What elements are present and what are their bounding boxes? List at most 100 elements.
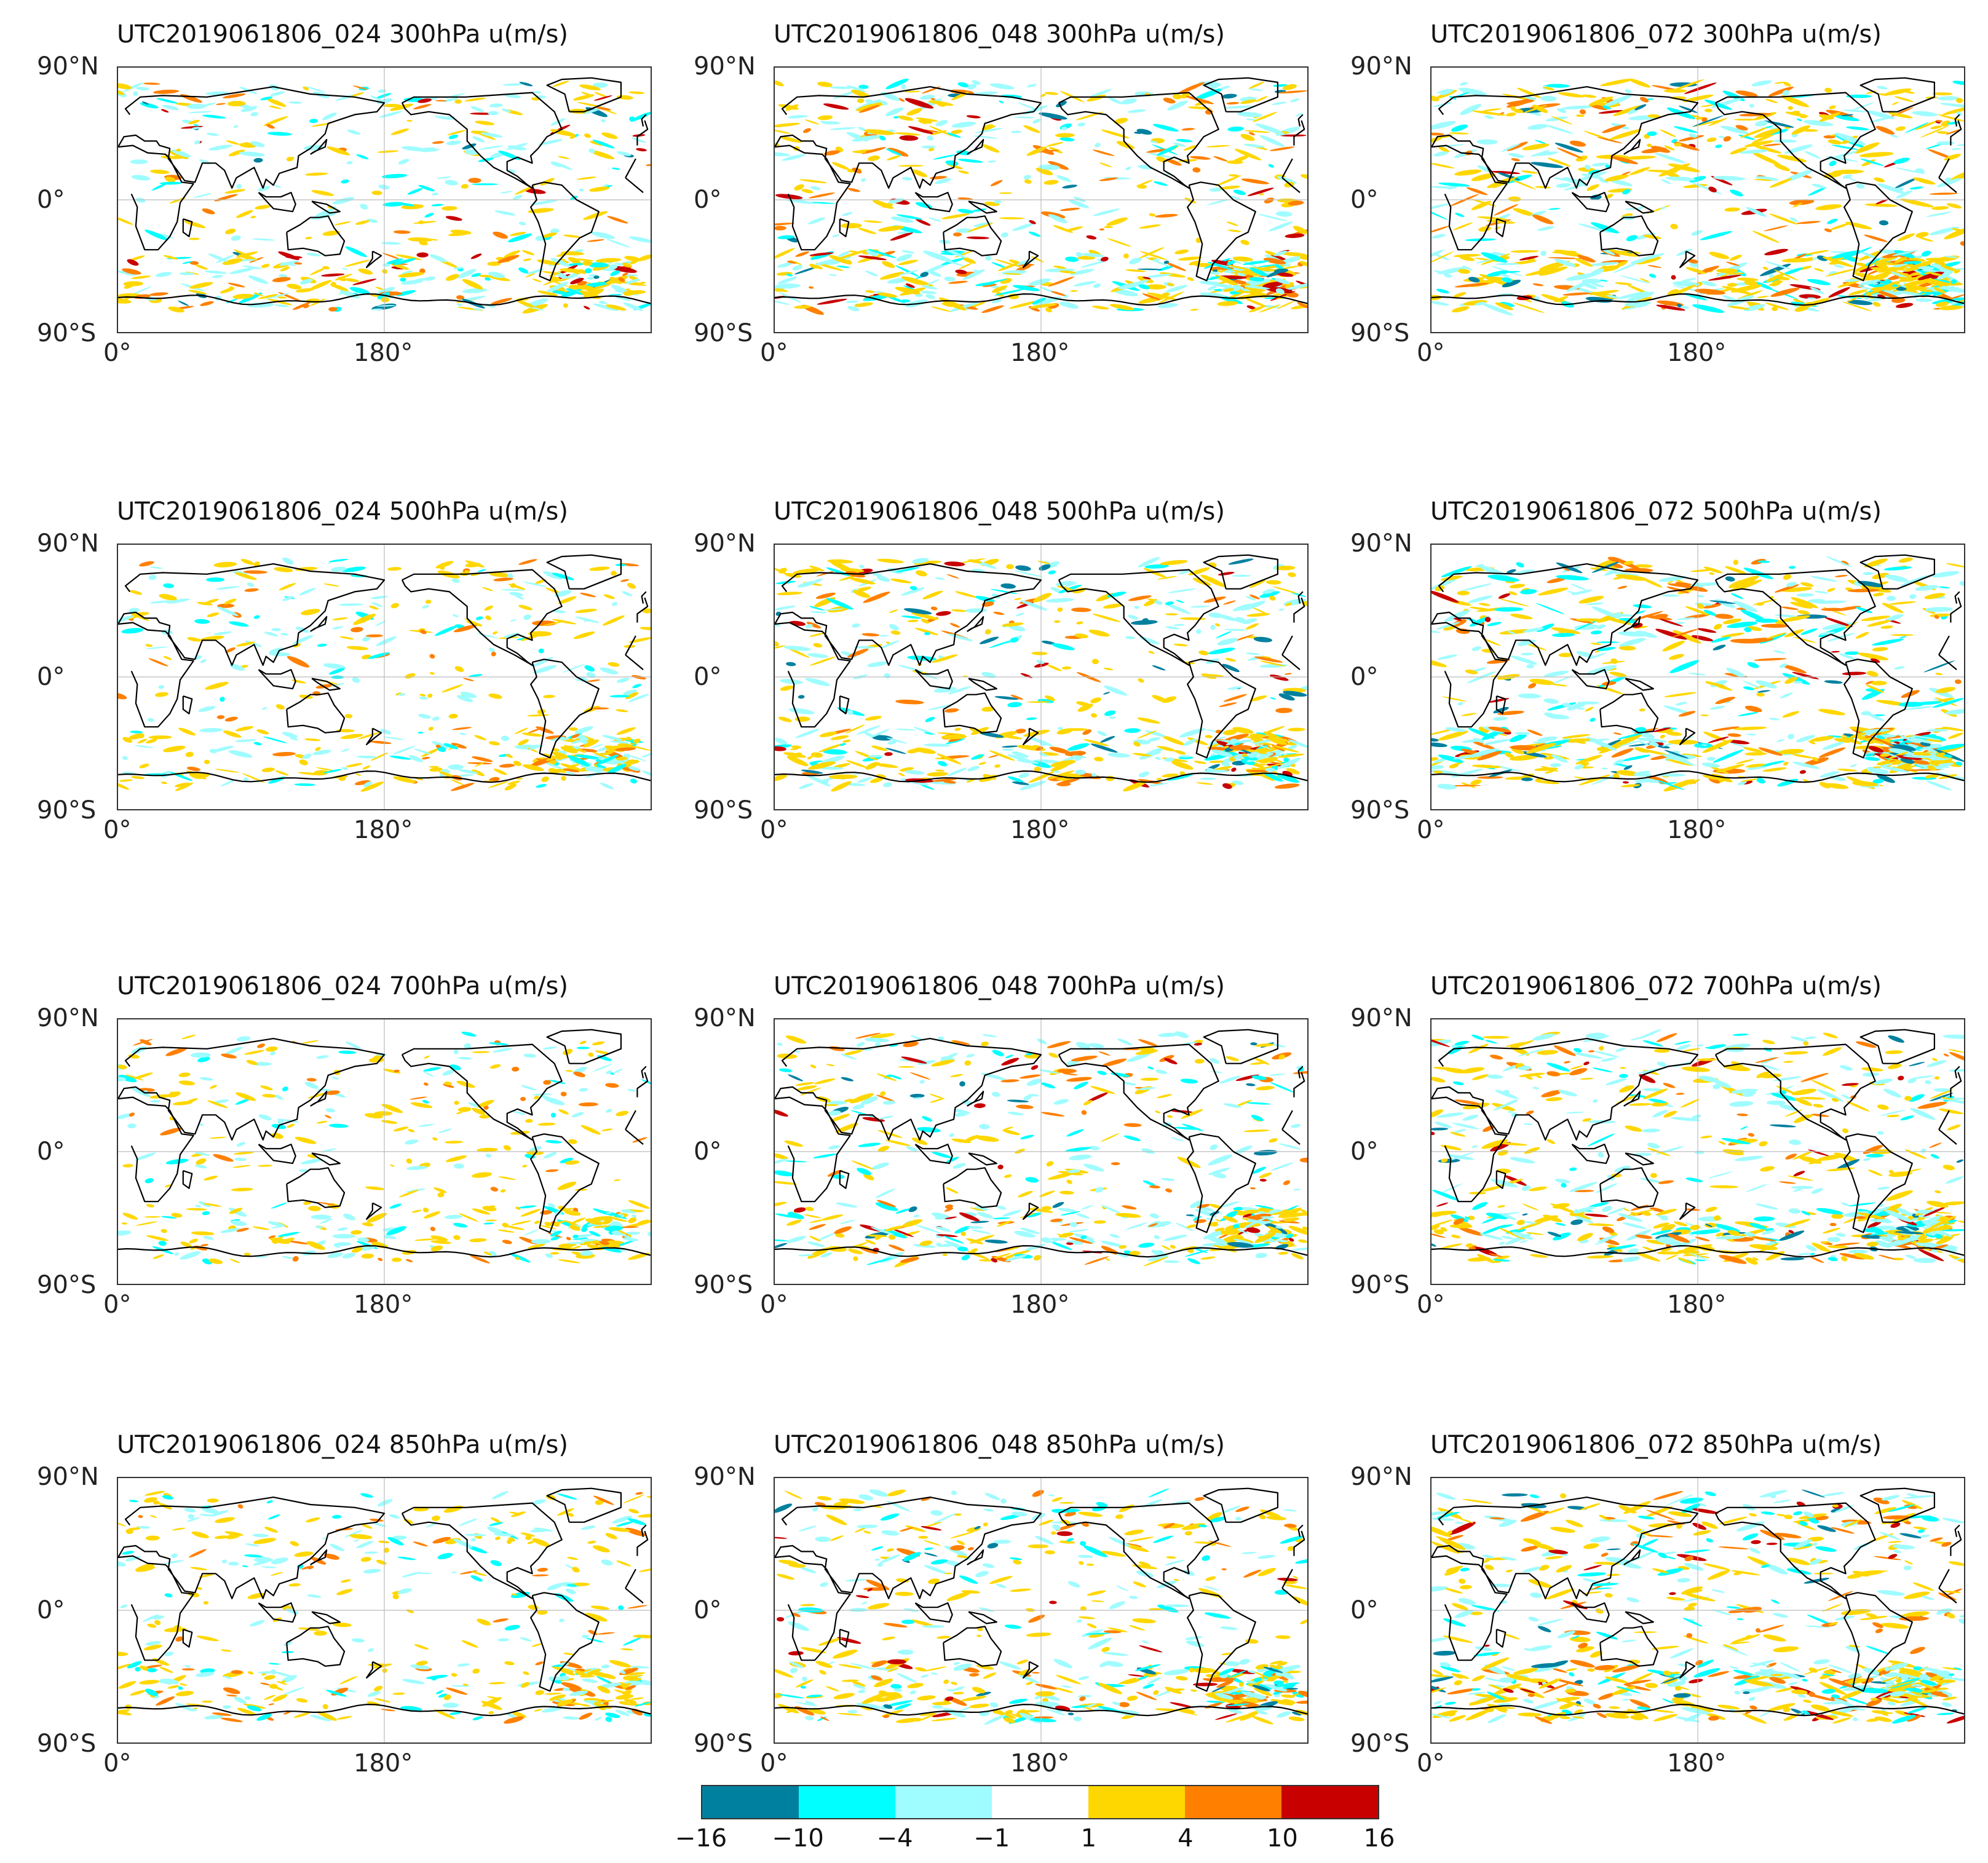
- anomaly-streak: [1744, 705, 1762, 713]
- anomaly-streak: [1692, 119, 1726, 127]
- anomaly-streak: [1566, 281, 1590, 292]
- anomaly-streak: [863, 1173, 874, 1181]
- anomaly-streak: [1039, 113, 1067, 120]
- anomaly-streak: [1861, 689, 1885, 700]
- anomaly-streak: [311, 190, 334, 196]
- anomaly-streak: [182, 261, 192, 264]
- anomaly-streak: [239, 292, 263, 304]
- anomaly-streak: [1942, 270, 1954, 276]
- anomaly-streak: [1148, 1223, 1158, 1227]
- anomaly-streak: [442, 206, 457, 211]
- anomaly-streak: [1229, 745, 1253, 750]
- anomaly-streak: [778, 716, 792, 722]
- anomaly-streak: [831, 781, 852, 792]
- anomaly-streak: [167, 1091, 181, 1098]
- anomaly-streak: [398, 1189, 419, 1198]
- anomaly-streak: [1540, 95, 1557, 101]
- anomaly-streak: [1140, 1077, 1159, 1081]
- coastline: [1432, 622, 1957, 728]
- anomaly-streak: [568, 727, 578, 731]
- anomaly-streak: [121, 1222, 127, 1225]
- anomaly-streak: [843, 1050, 863, 1056]
- anomaly-streak: [341, 179, 349, 184]
- anomaly-streak: [962, 256, 976, 264]
- anomaly-streak: [550, 1112, 556, 1118]
- anomaly-streak: [592, 1216, 614, 1221]
- anomaly-streak: [1170, 1244, 1176, 1249]
- anomaly-streak: [448, 135, 459, 140]
- anomaly-streak: [786, 1236, 806, 1243]
- anomaly-streak: [550, 1252, 560, 1255]
- anomaly-streak: [1865, 751, 1880, 754]
- anomaly-streak: [1578, 167, 1596, 172]
- anomaly-streak: [1076, 1042, 1091, 1048]
- anomaly-streak: [302, 1040, 319, 1044]
- anomaly-streak: [1563, 568, 1570, 571]
- anomaly-streak: [1275, 278, 1291, 285]
- anomaly-streak: [775, 283, 801, 289]
- anomaly-streak: [1495, 765, 1521, 772]
- anomaly-streak: [625, 279, 640, 285]
- anomaly-streak: [1192, 577, 1211, 586]
- anomaly-streak: [941, 734, 967, 740]
- anomaly-streak: [305, 237, 312, 240]
- anomaly-streak: [208, 144, 232, 151]
- anomaly-streak: [781, 283, 788, 287]
- anomaly-streak: [642, 608, 651, 614]
- anomaly-streak: [1882, 748, 1890, 753]
- anomaly-streak: [537, 290, 558, 296]
- anomaly-streak: [1658, 576, 1687, 582]
- anomaly-streak: [545, 762, 564, 770]
- anomaly-streak: [994, 200, 1002, 204]
- anomaly-streak: [839, 1219, 856, 1224]
- anomaly-streak: [929, 217, 941, 222]
- anomaly-streak: [1255, 1043, 1274, 1047]
- anomaly-streak: [1521, 652, 1534, 656]
- anomaly-streak: [1237, 743, 1245, 746]
- anomaly-streak: [483, 1222, 494, 1225]
- anomaly-streak: [1639, 97, 1649, 103]
- anomaly-streak: [1492, 716, 1508, 721]
- anomaly-streak: [1773, 650, 1786, 654]
- anomaly-streak: [1891, 101, 1899, 105]
- anomaly-streak: [1610, 156, 1638, 164]
- anomaly-streak: [316, 1120, 328, 1124]
- anomaly-streak: [517, 300, 535, 308]
- anomaly-streak: [954, 1225, 971, 1234]
- anomaly-streak: [1173, 643, 1188, 647]
- anomaly-streak: [1537, 226, 1554, 231]
- anomaly-streak: [1764, 225, 1788, 232]
- anomaly-streak: [1737, 780, 1747, 786]
- anomaly-streak: [1478, 565, 1510, 579]
- anomaly-streak: [1135, 1086, 1152, 1094]
- anomaly-streak: [1259, 135, 1285, 147]
- anomaly-streak: [1752, 231, 1780, 243]
- anomaly-streak: [1164, 603, 1191, 614]
- anomaly-streak: [1488, 698, 1510, 703]
- anomaly-streak: [1564, 184, 1583, 191]
- anomaly-streak: [1433, 770, 1443, 773]
- anomaly-streak: [422, 605, 429, 609]
- anomaly-streak: [1713, 176, 1746, 181]
- anomaly-streak: [1687, 259, 1699, 264]
- anomaly-streak: [1042, 641, 1056, 645]
- anomaly-streak: [920, 272, 929, 277]
- anomaly-streak: [1792, 202, 1802, 208]
- anomaly-streak: [1466, 187, 1488, 196]
- anomaly-streak: [1733, 560, 1739, 565]
- anomaly-streak: [1812, 757, 1819, 761]
- anomaly-streak: [301, 1158, 323, 1165]
- anomaly-streak: [477, 1147, 498, 1152]
- anomaly-streak: [1459, 256, 1475, 261]
- anomaly-streak: [1796, 735, 1815, 743]
- anomaly-streak: [174, 1252, 180, 1256]
- anomaly-streak: [422, 1208, 429, 1212]
- anomaly-streak: [865, 271, 879, 277]
- anomaly-streak: [384, 1235, 397, 1240]
- anomaly-streak: [1068, 199, 1090, 208]
- anomaly-streak: [943, 1235, 964, 1244]
- anomaly-streak: [606, 304, 627, 311]
- anomaly-streak: [1930, 125, 1942, 130]
- anomaly-streak: [1609, 129, 1642, 140]
- anomaly-streak: [1248, 1243, 1270, 1248]
